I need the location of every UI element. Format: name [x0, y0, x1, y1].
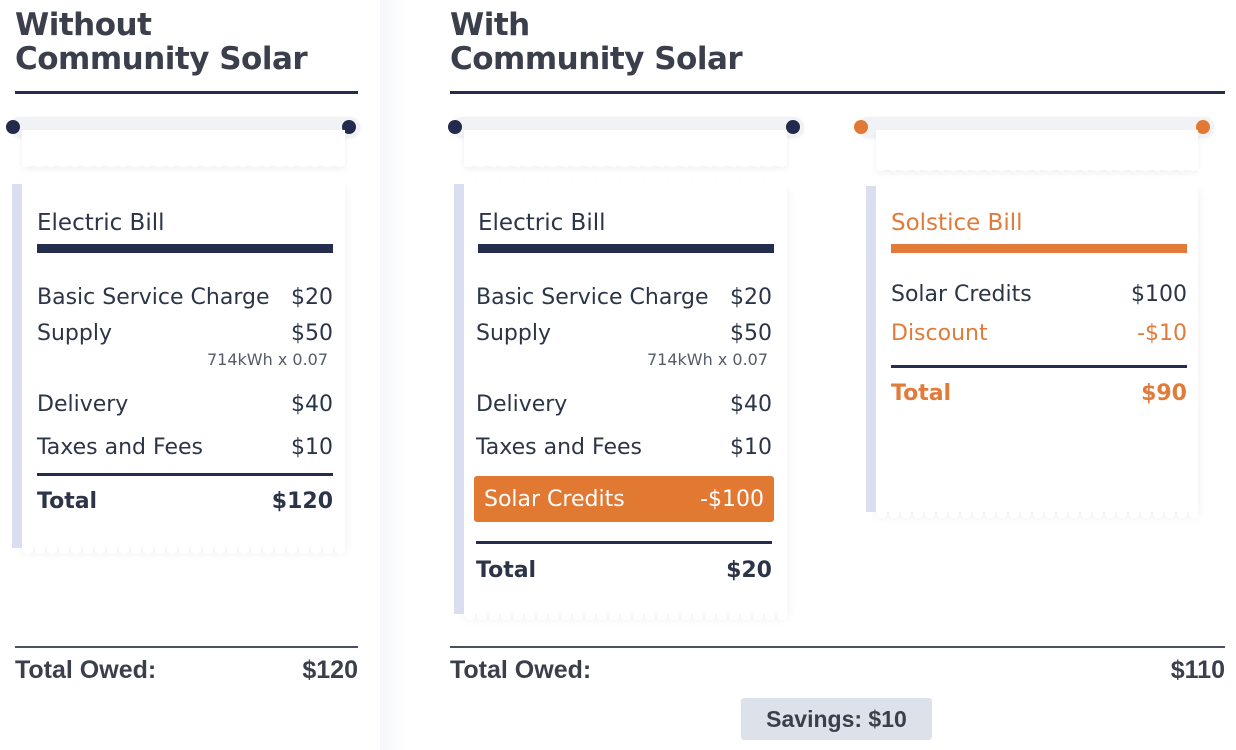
total-amount: $20 — [726, 558, 772, 583]
total-label: Total — [891, 381, 952, 406]
line-label: Discount — [891, 321, 988, 346]
total-rule — [476, 541, 772, 544]
line-amount: -$10 — [1137, 321, 1187, 346]
receipt-tear-top — [22, 130, 345, 171]
with-owed-rule — [450, 646, 1225, 648]
solar-credits-highlight: Solar Credits -$100 — [474, 476, 774, 522]
line-amount: $10 — [291, 435, 333, 460]
total-row: Total $120 — [37, 489, 333, 514]
electric-bill-receipt: Electric Bill Basic Service Charge $20 S… — [22, 178, 345, 554]
line-label: Taxes and Fees — [37, 435, 203, 460]
line-amount: $10 — [730, 435, 772, 460]
bill-title-bar — [478, 244, 774, 253]
roll-end-left — [448, 120, 462, 134]
with-total-owed: Total Owed: $110 — [450, 656, 1225, 685]
total-rule — [891, 365, 1187, 368]
line-amount: $100 — [1131, 282, 1187, 307]
line-label: Delivery — [37, 392, 129, 417]
line-amount: $50 — [730, 321, 772, 346]
with-title-rule — [450, 91, 1225, 94]
basic-service-row: Basic Service Charge $20 — [37, 285, 333, 310]
discount-row: Discount -$10 — [891, 321, 1187, 346]
bill-title: Electric Bill — [478, 210, 606, 236]
total-owed-amount: $120 — [302, 656, 358, 684]
total-label: Total — [37, 489, 98, 514]
line-label: Basic Service Charge — [476, 285, 709, 310]
receipt-tear-top — [876, 130, 1198, 175]
taxes-row: Taxes and Fees $10 — [476, 435, 772, 460]
total-label: Total — [476, 558, 537, 583]
solstice-bill-receipt: Solstice Bill Solar Credits $100 Discoun… — [876, 180, 1198, 518]
with-section-title: With Community Solar — [450, 7, 743, 77]
delivery-row: Delivery $40 — [37, 392, 333, 417]
total-owed-amount: $110 — [1170, 656, 1225, 684]
supply-detail: 714kWh x 0.07 — [207, 350, 329, 369]
roll-end-right — [1196, 120, 1210, 134]
electric-bill-receipt: Electric Bill Basic Service Charge $20 S… — [464, 178, 787, 620]
line-label: Supply — [37, 321, 112, 346]
line-amount: $50 — [291, 321, 333, 346]
total-row: Total $90 — [891, 381, 1187, 406]
line-amount: -$100 — [700, 486, 764, 512]
line-label: Solar Credits — [891, 282, 1032, 307]
total-rule — [37, 473, 333, 476]
without-title-rule — [15, 91, 358, 94]
line-label: Delivery — [476, 392, 568, 417]
line-label: Supply — [476, 321, 551, 346]
basic-service-row: Basic Service Charge $20 — [476, 285, 772, 310]
total-owed-label: Total Owed: — [450, 656, 592, 684]
total-amount: $90 — [1141, 381, 1187, 406]
roll-end-left — [854, 120, 868, 134]
bill-title-bar — [891, 244, 1187, 253]
supply-row: Supply $50 — [476, 321, 772, 346]
without-total-owed: Total Owed: $120 — [15, 656, 358, 685]
without-owed-rule — [15, 646, 358, 648]
bill-title: Solstice Bill — [891, 210, 1023, 236]
line-label: Basic Service Charge — [37, 285, 270, 310]
without-section-title: Without Community Solar — [15, 7, 308, 77]
delivery-row: Delivery $40 — [476, 392, 772, 417]
taxes-row: Taxes and Fees $10 — [37, 435, 333, 460]
line-label: Solar Credits — [484, 486, 625, 512]
roll-end-right — [786, 120, 800, 134]
line-amount: $20 — [730, 285, 772, 310]
line-amount: $20 — [291, 285, 333, 310]
supply-row: Supply $50 — [37, 321, 333, 346]
total-owed-label: Total Owed: — [15, 656, 157, 684]
solar-credits-row: Solar Credits $100 — [891, 282, 1187, 307]
line-label: Taxes and Fees — [476, 435, 642, 460]
bill-title: Electric Bill — [37, 210, 165, 236]
section-divider — [380, 0, 406, 750]
line-amount: $40 — [730, 392, 772, 417]
receipt-tear-top — [464, 130, 787, 171]
total-row: Total $20 — [476, 558, 772, 583]
savings-badge: Savings: $10 — [741, 698, 932, 740]
line-amount: $40 — [291, 392, 333, 417]
bill-title-bar — [37, 244, 333, 253]
supply-detail: 714kWh x 0.07 — [647, 350, 769, 369]
roll-end-right — [342, 120, 356, 134]
total-amount: $120 — [271, 489, 333, 514]
roll-end-left — [6, 120, 20, 134]
